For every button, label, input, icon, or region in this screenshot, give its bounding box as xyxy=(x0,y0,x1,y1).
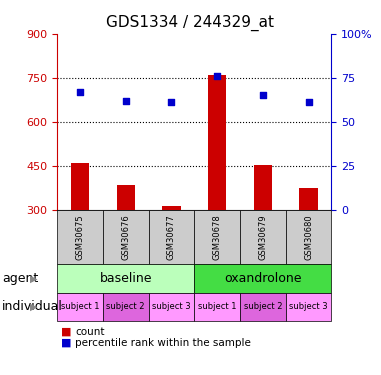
Bar xyxy=(117,185,135,210)
Text: oxandrolone: oxandrolone xyxy=(224,272,302,285)
Text: subject 2: subject 2 xyxy=(243,302,282,311)
Text: GSM30675: GSM30675 xyxy=(75,214,85,260)
Point xyxy=(77,89,83,95)
Text: ▶: ▶ xyxy=(30,302,37,312)
Point xyxy=(123,98,129,104)
Bar xyxy=(299,188,318,210)
Text: ■: ■ xyxy=(61,338,72,348)
Text: subject 1: subject 1 xyxy=(61,302,99,311)
Text: individual: individual xyxy=(2,300,63,313)
Text: GSM30679: GSM30679 xyxy=(258,214,267,260)
Text: subject 3: subject 3 xyxy=(289,302,328,311)
Text: GDS1334 / 244329_at: GDS1334 / 244329_at xyxy=(107,15,274,31)
Bar xyxy=(254,165,272,210)
Text: ▶: ▶ xyxy=(30,273,37,284)
Point xyxy=(260,93,266,99)
Text: subject 2: subject 2 xyxy=(106,302,145,311)
Bar xyxy=(208,75,226,210)
Text: GSM30678: GSM30678 xyxy=(213,214,222,260)
Text: GSM30677: GSM30677 xyxy=(167,214,176,260)
Text: agent: agent xyxy=(2,272,38,285)
Text: percentile rank within the sample: percentile rank within the sample xyxy=(75,338,251,348)
Text: subject 3: subject 3 xyxy=(152,302,191,311)
Point xyxy=(306,99,312,105)
Text: GSM30680: GSM30680 xyxy=(304,214,313,260)
Point xyxy=(168,99,174,105)
Point xyxy=(214,73,220,79)
Text: count: count xyxy=(75,327,105,337)
Text: GSM30676: GSM30676 xyxy=(121,214,130,260)
Text: baseline: baseline xyxy=(99,272,152,285)
Text: subject 1: subject 1 xyxy=(198,302,237,311)
Bar xyxy=(162,206,181,210)
Bar xyxy=(71,163,89,210)
Text: ■: ■ xyxy=(61,327,72,337)
